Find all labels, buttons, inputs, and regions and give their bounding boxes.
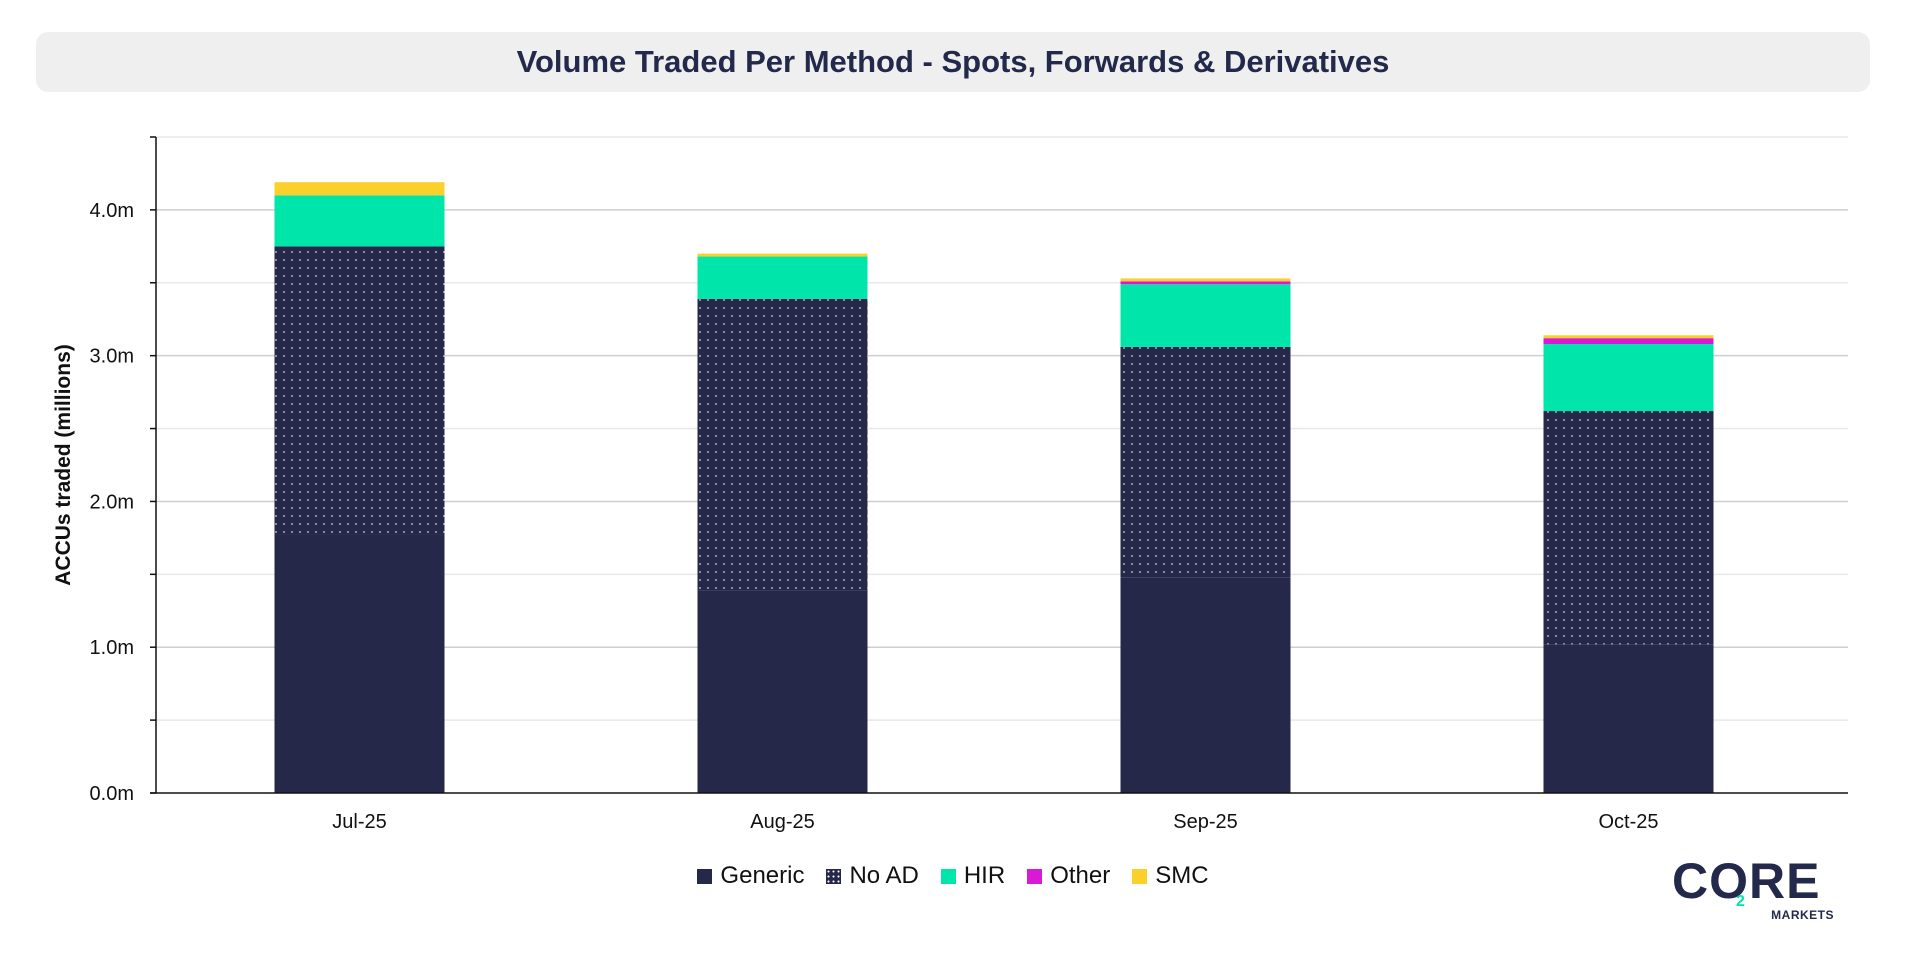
x-tick-label: Sep-25 (1173, 811, 1238, 833)
legend-item: SMC (1132, 862, 1209, 890)
bar-segment-other (1543, 338, 1714, 345)
legend-item: HIR (940, 862, 1006, 890)
y-tick-label: 2.0m (90, 491, 134, 513)
legend-label: Other (1050, 862, 1111, 889)
bar-segment-generic (1543, 644, 1714, 793)
x-tick-label: Oct-25 (1598, 811, 1658, 833)
legend-label: SMC (1155, 862, 1209, 889)
bar-segment-hir (274, 195, 445, 247)
bar-segment-smc (697, 253, 868, 257)
y-tick-label: 4.0m (90, 200, 134, 222)
bar-segment-no-ad (697, 298, 868, 591)
bar-segment-no-ad (1543, 411, 1714, 645)
legend-item: Other (1027, 862, 1110, 890)
bar-segment-hir (697, 256, 868, 299)
logo-tagline: MARKETS (1771, 908, 1834, 922)
legend-swatch (826, 868, 842, 884)
bar-segment-hir (1120, 284, 1291, 347)
legend-item: No AD (826, 862, 919, 890)
legend-swatch (1027, 868, 1043, 884)
x-tick-label: Aug-25 (750, 811, 815, 833)
chart-title: Volume Traded Per Method - Spots, Forwar… (516, 44, 1390, 79)
y-tick-label: 3.0m (90, 346, 134, 368)
bar-segment-other (1120, 281, 1291, 285)
legend-swatch (697, 868, 713, 884)
bars (274, 182, 1714, 793)
logo-word: CORE 2 (1672, 853, 1821, 910)
legend: Generic No AD HIR Other SMC (0, 862, 1906, 890)
legend-label: No AD (849, 862, 919, 889)
y-axis-label: ACCUs traded (millions) (52, 344, 75, 586)
bar-segment-smc (274, 182, 445, 196)
axes: 0.0m 1.0m 2.0m 3.0m 4.0m Jul-25 Aug-25 Sep-25 Oc… (90, 136, 1848, 833)
bar-segment-no-ad (274, 246, 445, 535)
legend-label: HIR (963, 862, 1006, 889)
bar-segment-smc (1543, 335, 1714, 339)
bar-segment-generic (697, 590, 868, 793)
y-tick-label: 1.0m (90, 637, 134, 659)
bar-segment-smc (1120, 278, 1291, 282)
legend-swatch (1132, 868, 1148, 884)
x-tick-label: Jul-25 (332, 811, 386, 833)
legend-label: Generic (720, 862, 805, 889)
bar-segment-generic (1120, 577, 1291, 793)
legend-swatch (940, 868, 956, 884)
bar-segment-hir (1543, 344, 1714, 412)
legend-item: Generic (697, 862, 804, 890)
chart-title-bar: Volume Traded Per Method - Spots, Forwar… (36, 32, 1870, 92)
core-markets-logo: CORE 2 MARKETS (1672, 856, 1842, 926)
bar-segment-no-ad (1120, 346, 1291, 578)
y-tick-label: 0.0m (90, 783, 134, 805)
bar-segment-generic (274, 534, 445, 793)
